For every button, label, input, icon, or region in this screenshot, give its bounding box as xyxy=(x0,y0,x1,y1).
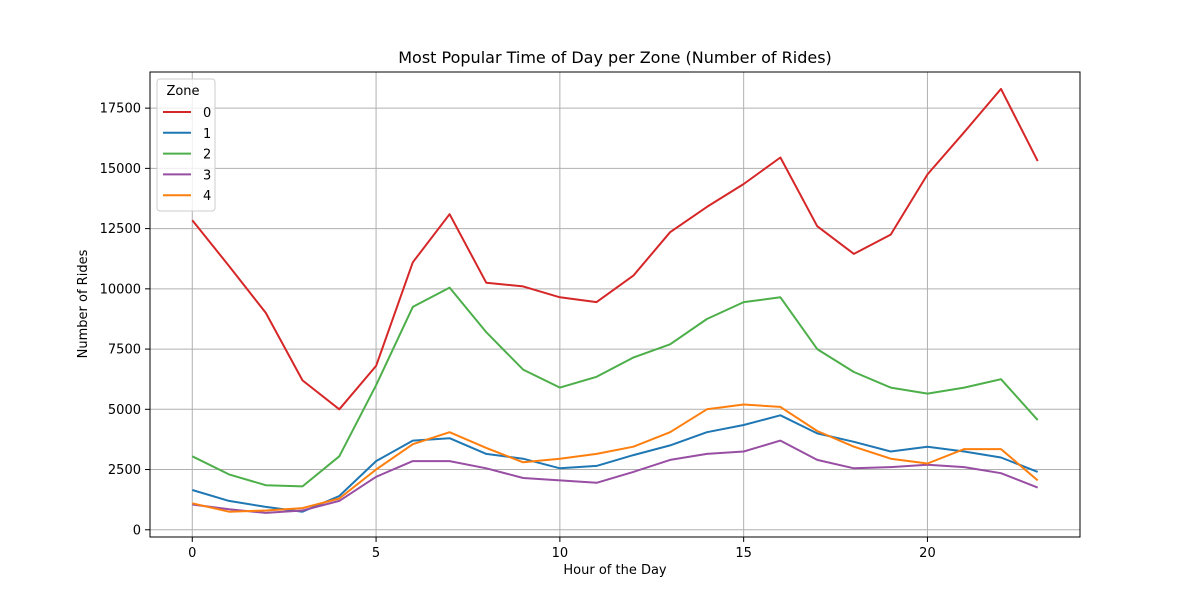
legend-entry-label: 3 xyxy=(203,168,211,183)
y-tick-label: 10000 xyxy=(100,282,141,297)
x-tick-label: 15 xyxy=(735,546,752,561)
legend-entry-label: 2 xyxy=(203,148,211,163)
y-tick-label: 5000 xyxy=(108,403,141,418)
x-tick-label: 0 xyxy=(188,546,196,561)
y-tick-label: 7500 xyxy=(108,343,141,358)
series-line-zone-4 xyxy=(192,403,1039,513)
series-line-zone-3 xyxy=(192,439,1039,514)
y-tick-label: 12500 xyxy=(100,222,141,237)
legend-entry-label: 0 xyxy=(203,106,211,121)
series-lines xyxy=(191,87,1039,514)
chart-title: Most Popular Time of Day per Zone (Numbe… xyxy=(398,48,832,67)
y-tick-label: 17500 xyxy=(100,102,141,117)
grid xyxy=(150,72,1080,537)
y-tick-label: 0 xyxy=(133,523,141,538)
series-line-zone-0 xyxy=(191,87,1039,411)
legend: Zone 0 1 2 3 4 xyxy=(156,78,216,212)
legend-title: Zone xyxy=(166,84,199,99)
legend-entry-label: 4 xyxy=(203,189,211,204)
x-tick-label: 20 xyxy=(919,546,936,561)
x-tick-label: 10 xyxy=(552,546,569,561)
y-tick-label: 2500 xyxy=(108,463,141,478)
plot-frame xyxy=(149,71,1081,538)
y-tick-label: 15000 xyxy=(100,162,141,177)
axis-ticks: 0 5 10 15 2002500500075001000012500150001750… xyxy=(100,102,936,561)
series-line-zone-2 xyxy=(191,286,1039,488)
y-axis-label: Number of Rides xyxy=(76,249,91,358)
x-tick-label: 5 xyxy=(372,546,380,561)
legend-entry-label: 1 xyxy=(203,127,211,142)
series-line-zone-1 xyxy=(192,414,1039,513)
x-axis-label: Hour of the Day xyxy=(563,563,667,578)
